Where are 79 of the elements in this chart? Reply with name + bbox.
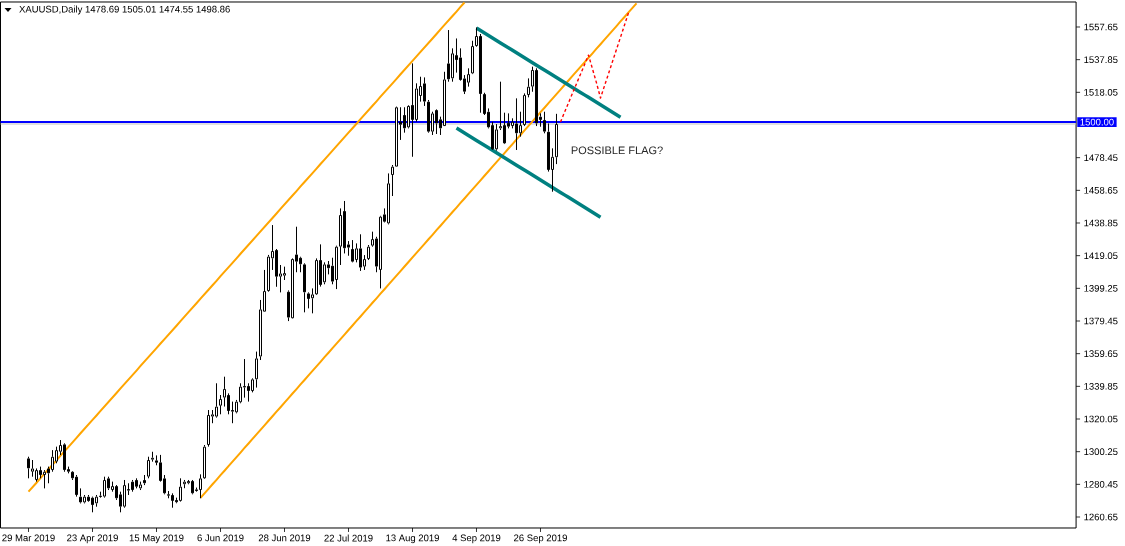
candlestick bbox=[415, 82, 418, 123]
candlestick bbox=[471, 40, 474, 74]
candlestick bbox=[303, 264, 307, 313]
candlestick bbox=[275, 249, 278, 288]
candlestick bbox=[403, 106, 406, 134]
candlestick bbox=[547, 122, 550, 173]
y-tick-label: 1478.45 bbox=[1084, 154, 1118, 162]
candlestick bbox=[387, 172, 390, 224]
candlestick bbox=[503, 112, 506, 144]
x-tick-label: 29 Mar 2019 bbox=[2, 534, 55, 542]
candlestick bbox=[495, 123, 498, 150]
candlestick bbox=[335, 246, 338, 290]
y-tick-label: 1359.65 bbox=[1084, 350, 1118, 358]
x-tick-label: 26 Sep 2019 bbox=[514, 534, 567, 544]
candlestick bbox=[267, 254, 271, 292]
candlestick bbox=[323, 261, 326, 285]
candlestick bbox=[343, 200, 346, 254]
candlestick bbox=[299, 257, 302, 273]
y-tick-label: 1537.85 bbox=[1084, 56, 1118, 64]
candlestick bbox=[31, 459, 35, 478]
ref-line-label: 1500.00 bbox=[1080, 118, 1114, 126]
x-tick-label: 13 Aug 2019 bbox=[386, 534, 439, 544]
y-tick-label: 1518.05 bbox=[1084, 88, 1118, 96]
candlestick bbox=[519, 111, 522, 138]
y-tick-label: 1557.65 bbox=[1084, 23, 1118, 31]
x-tick-label: 23 Apr 2019 bbox=[67, 534, 118, 544]
y-tick-label: 1419.05 bbox=[1084, 252, 1118, 260]
candlestick bbox=[339, 207, 342, 266]
candlestick bbox=[515, 97, 518, 151]
candlestick bbox=[315, 257, 318, 295]
candlestick bbox=[479, 33, 482, 114]
candlestick bbox=[123, 479, 127, 507]
y-tick-label: 1280.45 bbox=[1084, 480, 1118, 488]
candlestick bbox=[555, 113, 558, 165]
y-tick-label: 1339.85 bbox=[1084, 382, 1118, 390]
candlestick bbox=[407, 105, 410, 128]
candlestick bbox=[39, 466, 43, 479]
y-tick-label: 1320.05 bbox=[1084, 415, 1118, 423]
y-tick-label: 1379.45 bbox=[1084, 317, 1118, 325]
candlestick bbox=[83, 494, 87, 503]
candlestick bbox=[179, 477, 183, 501]
candlestick bbox=[91, 497, 95, 513]
candlestick bbox=[79, 487, 83, 503]
annotation: POSSIBLE FLAG? bbox=[571, 146, 663, 155]
candlestick bbox=[411, 62, 414, 158]
candlestick bbox=[379, 216, 382, 289]
candlestick bbox=[467, 67, 470, 88]
x-tick-label: 22 Jul 2019 bbox=[324, 534, 373, 542]
candlestick bbox=[511, 117, 514, 129]
candlestick bbox=[451, 47, 454, 83]
candlestick bbox=[151, 451, 155, 463]
candlestick bbox=[247, 382, 251, 403]
y-tick-label: 1300.25 bbox=[1084, 448, 1118, 456]
candlestick bbox=[243, 358, 247, 399]
candlestick bbox=[223, 376, 227, 408]
candlestick bbox=[359, 233, 362, 272]
candlestick bbox=[391, 164, 394, 197]
chart-title: XAUUSD,Daily 1478.69 1505.01 1474.55 1498.86 bbox=[19, 5, 230, 15]
y-tick-label: 1399.25 bbox=[1084, 284, 1118, 292]
y-tick-label: 1260.65 bbox=[1084, 513, 1118, 521]
candlestick bbox=[227, 392, 231, 415]
candlestick bbox=[523, 92, 526, 126]
x-tick-label: 6 Jun 2019 bbox=[197, 534, 244, 542]
candlestick bbox=[367, 244, 370, 260]
candlestick bbox=[435, 110, 438, 135]
candlestick bbox=[535, 67, 538, 127]
x-tick-label: 4 Sep 2019 bbox=[452, 534, 501, 544]
candlestick bbox=[183, 479, 187, 489]
candlestick bbox=[95, 494, 99, 508]
y-tick-label: 1438.85 bbox=[1084, 219, 1118, 227]
y-tick-label: 1458.65 bbox=[1084, 186, 1118, 194]
candlestick bbox=[87, 494, 91, 502]
candlestick bbox=[43, 469, 47, 489]
candlestick bbox=[171, 492, 175, 509]
candlestick bbox=[283, 266, 287, 281]
candlestick bbox=[307, 293, 311, 309]
candlestick bbox=[35, 467, 39, 483]
x-tick-label: 28 Jun 2019 bbox=[258, 534, 311, 542]
x-tick-label: 15 May 2019 bbox=[129, 534, 184, 544]
